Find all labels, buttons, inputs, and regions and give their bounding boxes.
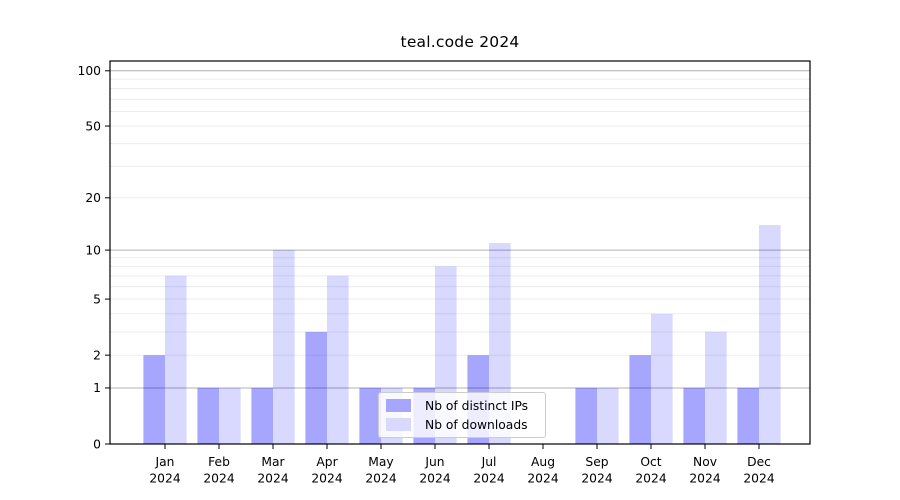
bar-distinct-ips-Nov-2024: [683, 387, 705, 444]
bar-distinct-ips-Feb-2024: [197, 387, 219, 444]
y-tick-label-1: 1: [93, 381, 101, 395]
x-tick-label-Sep-2024: Sep 2024: [581, 455, 612, 486]
y-tick-label-20: 20: [85, 191, 101, 205]
plot-frame: [109, 60, 811, 445]
x-tick-label-Aug-2024: Aug 2024: [527, 455, 558, 486]
legend-label-downloads: Nb of downloads: [425, 417, 528, 432]
y-tick-label-50: 50: [85, 119, 101, 133]
bar-downloads-Feb-2024: [219, 387, 241, 444]
bar-distinct-ips-Jan-2024: [143, 355, 165, 444]
bar-downloads-Mar-2024: [273, 250, 295, 444]
bar-downloads-Sep-2024: [597, 387, 619, 444]
x-tick-label-Dec-2024: Dec 2024: [743, 455, 774, 486]
bar-distinct-ips-Mar-2024: [251, 387, 273, 444]
x-tick-label-Mar-2024: Mar 2024: [257, 455, 288, 486]
chart-title: teal.code 2024: [400, 33, 520, 51]
y-tick-label-10: 10: [85, 243, 101, 257]
bar-distinct-ips-Apr-2024: [305, 331, 327, 444]
x-tick-label-May-2024: May 2024: [365, 455, 396, 486]
x-tick-label-Jun-2024: Jun 2024: [419, 455, 450, 486]
bar-distinct-ips-Sep-2024: [575, 387, 597, 444]
legend-swatch-downloads: [386, 418, 411, 431]
y-tick-label-100: 100: [78, 64, 101, 78]
x-tick-label-Nov-2024: Nov 2024: [689, 455, 720, 486]
x-tick-label-Feb-2024: Feb 2024: [203, 455, 234, 486]
bar-downloads-Dec-2024: [759, 225, 781, 444]
legend-item-distinct-ips: Nb of distinct IPs: [386, 399, 538, 413]
legend-swatch-distinct-ips: [386, 399, 411, 412]
y-tick-label-0: 0: [93, 437, 101, 451]
x-tick-label-Oct-2024: Oct 2024: [635, 455, 666, 486]
bar-downloads-Oct-2024: [651, 313, 673, 444]
y-tick-label-2: 2: [93, 348, 101, 362]
x-tick-label-Jul-2024: Jul 2024: [473, 455, 504, 486]
legend: Nb of distinct IPs Nb of downloads: [378, 392, 546, 438]
bar-downloads-Jan-2024: [165, 275, 187, 444]
bar-downloads-Apr-2024: [327, 275, 349, 444]
x-tick-label-Apr-2024: Apr 2024: [311, 455, 342, 486]
bar-distinct-ips-Dec-2024: [737, 387, 759, 444]
y-tick-label-5: 5: [93, 292, 101, 306]
bar-downloads-Nov-2024: [705, 331, 727, 444]
bar-distinct-ips-Oct-2024: [629, 355, 651, 444]
x-tick-label-Jan-2024: Jan 2024: [149, 455, 180, 486]
legend-label-distinct-ips: Nb of distinct IPs: [425, 398, 529, 413]
legend-item-downloads: Nb of downloads: [386, 418, 538, 432]
bar-distinct-ips-May-2024: [359, 387, 381, 444]
